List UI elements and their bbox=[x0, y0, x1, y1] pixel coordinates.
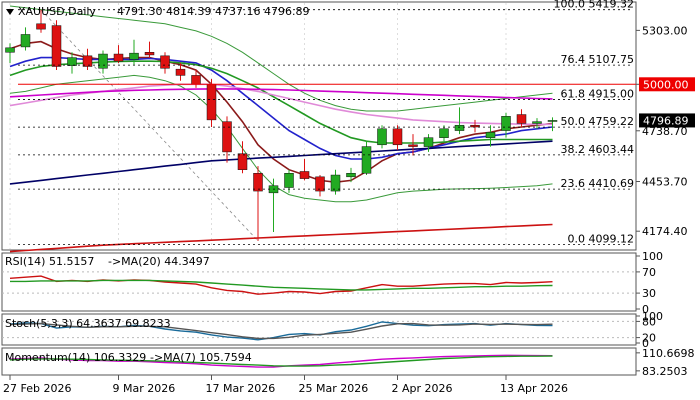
date-label-3: 25 Mar 2026 bbox=[299, 382, 369, 395]
candle-body-22 bbox=[346, 173, 356, 178]
date-label-4: 2 Apr 2026 bbox=[392, 382, 453, 395]
candle-body-0 bbox=[5, 47, 15, 53]
candle-body-14 bbox=[222, 121, 232, 153]
momentum-tick-label-0: 110.6698 bbox=[642, 347, 695, 360]
candle-body-30 bbox=[470, 124, 480, 128]
date-label-0: 27 Feb 2026 bbox=[3, 382, 71, 395]
candle-body-8 bbox=[129, 52, 139, 60]
candle-body-35 bbox=[547, 120, 558, 122]
date-label-1: 9 Mar 2026 bbox=[113, 382, 176, 395]
stoch-tick-label-1: 80 bbox=[642, 315, 656, 328]
main-panel: 100.0 5419.32 76.4 5107.75 61.8 4915.00 50.… bbox=[1, 0, 637, 253]
current-price-box bbox=[639, 113, 695, 128]
price-tick-label-3: 4453.70 bbox=[642, 176, 688, 189]
candle-body-33 bbox=[516, 114, 527, 124]
stoch-tick-label-0: 100 bbox=[642, 310, 663, 323]
collapse-triangle-icon[interactable] bbox=[6, 9, 14, 15]
candle-body-19 bbox=[299, 171, 310, 179]
candle-body-6 bbox=[98, 53, 108, 69]
rsi-tick-label-1: 70 bbox=[642, 266, 656, 279]
candle-body-27 bbox=[423, 137, 434, 147]
candle-body-26 bbox=[408, 144, 418, 147]
price-tick-label-4: 4174.40 bbox=[642, 225, 688, 238]
resistance-price-box bbox=[639, 77, 695, 92]
momentum-ma-label: ->MA(7) 105.7594 bbox=[150, 351, 252, 364]
current-price-label: 4796.89 bbox=[643, 114, 689, 127]
candle-body-25 bbox=[392, 128, 403, 146]
momentum-series-1 bbox=[9, 355, 553, 367]
candle-body-11 bbox=[175, 68, 186, 76]
price-tick-label-2: 4738.70 bbox=[642, 125, 688, 138]
candle-body-23 bbox=[361, 146, 372, 174]
stoch-series-1 bbox=[9, 322, 553, 340]
candle-body-3 bbox=[51, 25, 62, 67]
price-axis: 5303.005000.004738.704453.704174.405000.… bbox=[636, 24, 695, 238]
candle-body-16 bbox=[253, 173, 263, 192]
rsi-tick-label-3: 0 bbox=[642, 303, 649, 316]
stoch-tick-label-2: 20 bbox=[642, 332, 656, 345]
resistance-price-label: 5000.00 bbox=[643, 78, 689, 91]
overlay-line-5 bbox=[9, 140, 553, 185]
rsi-ma-label: ->MA(20) 44.3497 bbox=[108, 255, 210, 268]
candle-body-12 bbox=[191, 75, 201, 85]
date-axis: 27 Feb 2026 9 Mar 2026 17 Mar 2026 25 Mar 2… bbox=[3, 375, 568, 395]
fib-label-2: 61.8 4915.00 bbox=[561, 87, 634, 100]
fib-label-0: 100.0 5419.32 bbox=[554, 0, 634, 11]
candle-body-29 bbox=[454, 124, 465, 131]
overlay-line-7 bbox=[9, 5, 553, 112]
fib-label-5: 23.6 4410.69 bbox=[561, 177, 634, 190]
chart-symbol: XAUUSD,Daily bbox=[18, 5, 96, 18]
date-label-2: 17 Mar 2026 bbox=[206, 382, 276, 395]
fib-label-3: 50.0 4759.22 bbox=[561, 115, 634, 128]
fib-label-1: 76.4 5107.75 bbox=[561, 53, 634, 66]
rsi-tick-label-2: 30 bbox=[642, 287, 656, 300]
date-label-5: 13 Apr 2026 bbox=[500, 382, 568, 395]
candle-body-21 bbox=[330, 174, 341, 192]
momentum-panel-frame bbox=[1, 347, 637, 376]
fib-label-4: 38.2 4603.44 bbox=[561, 143, 634, 156]
momentum-panel: 110.6698 83.2503 Momentum(14) 106.3329 ->… bbox=[1, 347, 695, 378]
candle-body-32 bbox=[501, 116, 511, 131]
stoch-tick-label-3: 0 bbox=[642, 337, 649, 350]
candle-body-20 bbox=[315, 176, 325, 192]
candle-body-18 bbox=[284, 173, 294, 188]
rsi-title: RSI(14) 51.5157 bbox=[5, 255, 94, 268]
candle-body-13 bbox=[206, 84, 217, 121]
momentum-tick-label-1: 83.2503 bbox=[642, 365, 688, 378]
rsi-tick-label-0: 100 bbox=[642, 250, 663, 263]
candle-body-31 bbox=[485, 132, 496, 138]
candle-body-9 bbox=[144, 52, 155, 56]
candle-body-10 bbox=[160, 55, 170, 69]
fib-label-6: 0.0 4099.12 bbox=[568, 233, 634, 246]
overlay-line-8 bbox=[9, 74, 553, 203]
rsi-panel: 100 70 30 0 RSI(14) 51.5157 ->MA(20) 44.349… bbox=[1, 250, 663, 316]
candle-body-2 bbox=[36, 23, 46, 30]
candle-body-5 bbox=[82, 55, 93, 67]
main-panel-frame bbox=[1, 1, 637, 251]
candle-body-28 bbox=[439, 128, 449, 138]
momentum-title: Momentum(14) 106.3329 bbox=[5, 351, 146, 364]
rsi-series-1 bbox=[10, 279, 553, 291]
candle-body-34 bbox=[532, 121, 542, 124]
candle-body-4 bbox=[67, 57, 77, 66]
chart-ohlc: 4791.30 4814.39 4737.16 4796.89 bbox=[117, 5, 309, 18]
stoch-title: Stoch(5,3,3) 64.3637 69.8233 bbox=[5, 317, 171, 330]
candle-body-1 bbox=[20, 34, 31, 48]
stoch-panel-frame bbox=[1, 313, 637, 346]
overlay-line-4 bbox=[9, 88, 553, 100]
candle-body-7 bbox=[113, 53, 124, 62]
overlay-line-6 bbox=[9, 223, 553, 253]
fib-trend-line bbox=[40, 9, 259, 242]
price-tick-label-0: 5303.00 bbox=[642, 24, 688, 37]
candle-body-15 bbox=[237, 153, 248, 170]
rsi-panel-frame bbox=[1, 252, 637, 312]
candle-body-24 bbox=[377, 128, 387, 146]
